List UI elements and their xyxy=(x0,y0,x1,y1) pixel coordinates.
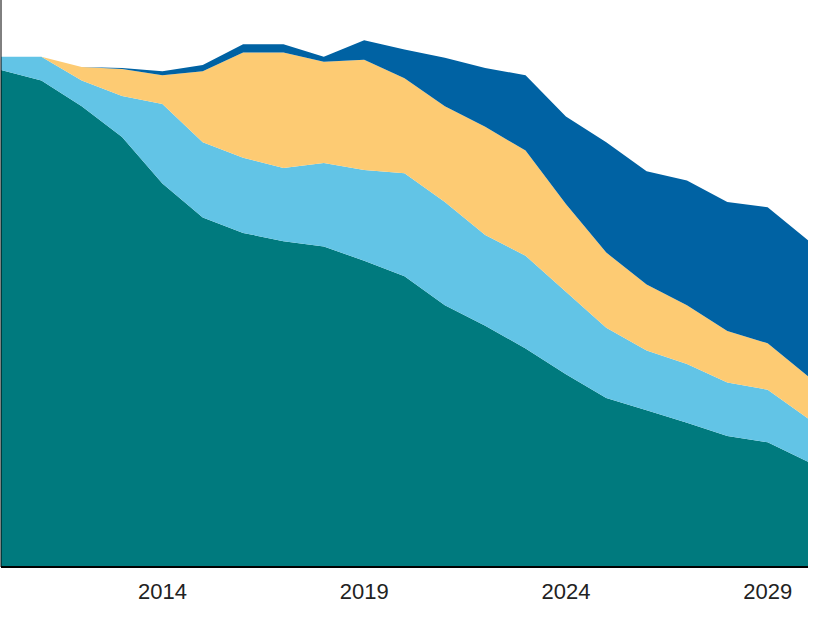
svg-text:2024: 2024 xyxy=(541,579,590,604)
svg-text:2029: 2029 xyxy=(743,579,792,604)
svg-text:2014: 2014 xyxy=(138,579,187,604)
svg-text:2019: 2019 xyxy=(340,579,389,604)
